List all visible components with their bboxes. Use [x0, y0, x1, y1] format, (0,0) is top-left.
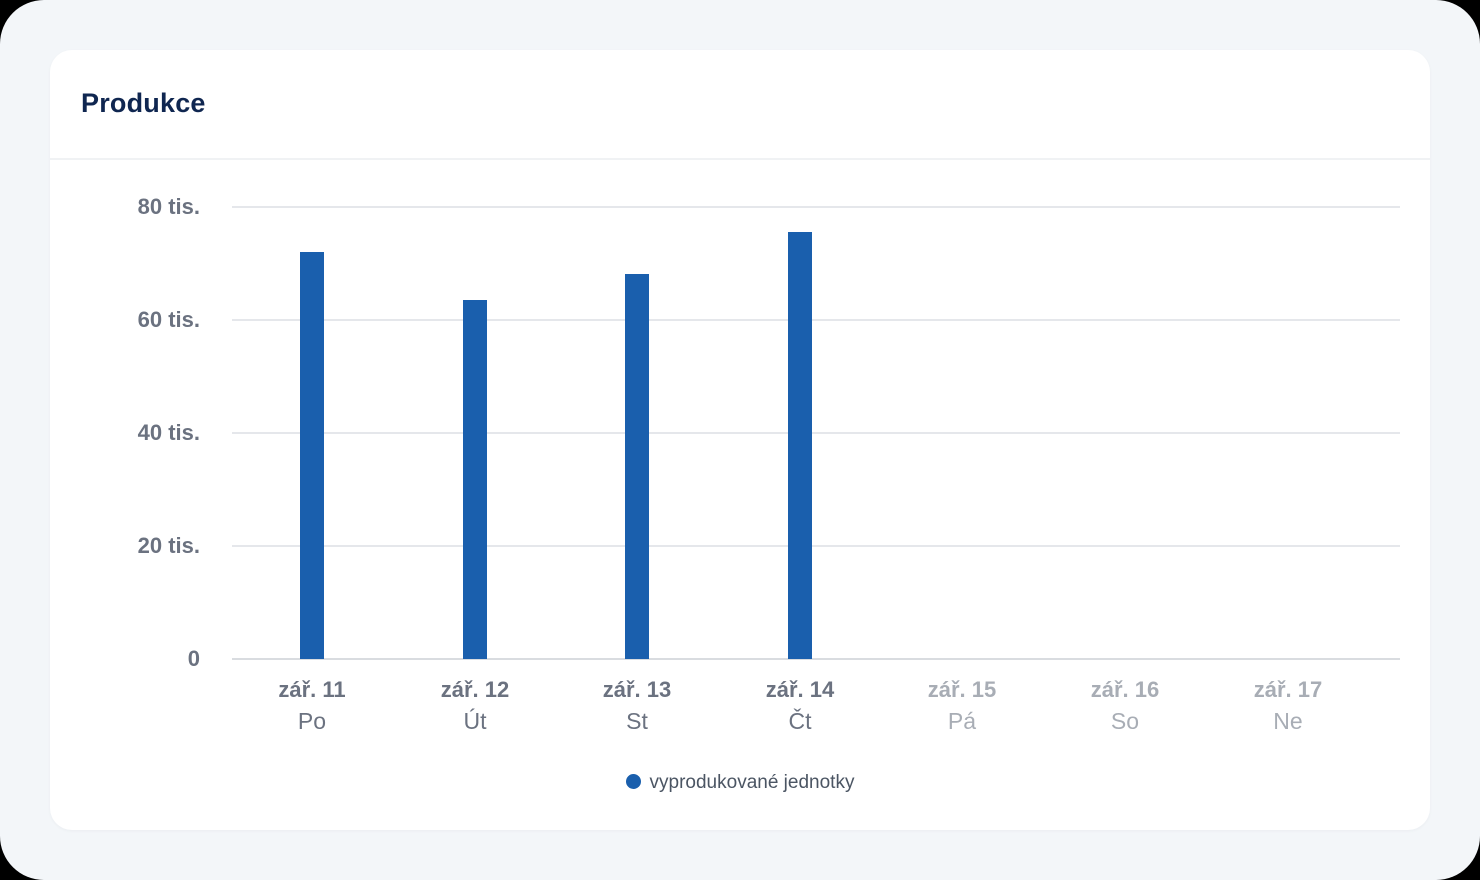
y-axis-tick-label: 20 tis. [137, 533, 200, 558]
x-axis-weekday: Po [297, 708, 327, 734]
x-axis-label: zář. 17 Ne [1218, 677, 1358, 736]
x-axis-date: zář. 12 [440, 677, 510, 702]
gridline [232, 658, 1400, 660]
x-axis-weekday: So [1110, 708, 1140, 734]
chart-legend[interactable]: vyprodukované jednotky [50, 772, 1430, 794]
x-axis-date: zář. 13 [602, 677, 672, 702]
card-header: Produkce [50, 50, 1430, 160]
y-axis-tick-label: 80 tis. [137, 194, 200, 219]
bar[interactable] [788, 231, 812, 659]
bar[interactable] [300, 252, 324, 659]
y-axis-tick-label: 40 tis. [137, 420, 200, 445]
x-axis-label: zář. 12 Út [405, 677, 545, 736]
x-axis-label: zář. 15 Pá [892, 677, 1032, 736]
x-axis-date: zář. 15 [927, 677, 997, 702]
x-axis-weekday: Út [463, 708, 487, 734]
legend-label: vyprodukované jednotky [649, 772, 855, 793]
gridline [232, 319, 1400, 321]
x-axis-date: zář. 16 [1090, 677, 1160, 702]
card-title: Produkce [81, 88, 206, 118]
legend-dot-icon [625, 774, 641, 789]
x-axis-weekday: St [626, 708, 648, 734]
x-axis-weekday: Čt [788, 708, 812, 734]
x-axis-label: zář. 11 Po [242, 677, 382, 736]
y-axis-tick-label: 60 tis. [137, 307, 200, 332]
bar[interactable] [625, 274, 649, 659]
y-axis-tick-label: 0 [187, 646, 200, 671]
x-axis-weekday: Ne [1273, 708, 1303, 734]
bar[interactable] [463, 300, 487, 659]
x-axis-label: zář. 16 So [1055, 677, 1195, 736]
x-axis-label: zář. 13 St [567, 677, 707, 736]
x-axis-date: zář. 11 [278, 677, 346, 702]
gridline [232, 545, 1400, 547]
gridline [232, 432, 1400, 434]
x-axis-label: zář. 14 Čt [730, 677, 870, 736]
x-axis-date: zář. 14 [765, 677, 835, 702]
bar-chart: 0 20 tis. 40 tis. 60 tis. 80 tis. zář. 11 Po zá… [50, 50, 1430, 830]
production-card: Produkce 0 20 tis. 40 tis. 60 tis. 80 tis. zá… [50, 50, 1430, 830]
x-axis-weekday: Pá [947, 708, 977, 734]
x-axis-date: zář. 17 [1253, 677, 1323, 702]
gridline [232, 206, 1400, 208]
